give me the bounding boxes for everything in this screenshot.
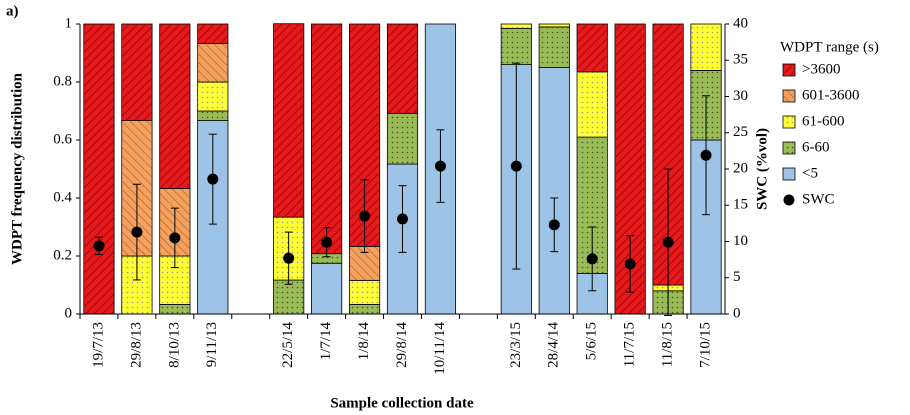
legend-label: 61-600 [802, 113, 845, 129]
legend-label: SWC [802, 191, 835, 207]
swc-point [131, 226, 143, 238]
x-tick-label: 1/8/14 [356, 322, 372, 361]
swc-point [169, 232, 181, 244]
bar-segment [538, 23, 570, 28]
bar-segment [197, 81, 229, 112]
swc-point [586, 253, 598, 265]
y2-tick-label: 5 [733, 269, 741, 285]
x-tick-label: 28/4/14 [546, 322, 562, 368]
swc-point [283, 252, 295, 264]
bar-segment [121, 23, 153, 121]
x-tick-label: 8/10/13 [166, 322, 182, 368]
x-tick-label: 11/8/15 [660, 322, 676, 367]
y-tick-label: 0.8 [53, 73, 72, 89]
y-tick-label: 0.4 [53, 189, 72, 205]
bar-segment [311, 23, 343, 255]
swc-point [93, 240, 105, 252]
swc-point [624, 258, 636, 270]
x-tick-label: 29/8/13 [128, 322, 144, 368]
bar-segment [538, 26, 570, 68]
y2-tick-label: 20 [733, 160, 748, 176]
swc-point [662, 236, 674, 248]
x-tick-label: 19/7/13 [90, 322, 106, 368]
swc-point [321, 236, 333, 248]
x-tick-label: 9/11/13 [204, 322, 220, 367]
legend-marker [783, 194, 795, 206]
legend-label: 6-60 [802, 139, 830, 155]
legend-swatch [782, 167, 796, 181]
bar-segment [576, 23, 608, 73]
bar-segment [348, 279, 381, 305]
y2-axis-title: SWC (%vol) [754, 128, 770, 210]
y2-tick-label: 40 [733, 15, 748, 31]
bar-segment [159, 23, 191, 189]
bar-segment [311, 262, 343, 315]
bar-segment [500, 23, 532, 29]
y-tick-label: 0 [65, 305, 73, 321]
x-tick-label: 23/3/15 [508, 322, 524, 368]
swc-point [434, 160, 446, 172]
bar-segment [576, 71, 608, 138]
legend-texture [783, 90, 795, 102]
y2-tick-label: 25 [733, 124, 748, 140]
legend-texture [783, 142, 795, 154]
bar-segment [83, 23, 115, 315]
swc-point [548, 219, 560, 231]
x-tick-label: 22/5/14 [280, 322, 296, 368]
swc-point [397, 213, 408, 225]
x-tick-label: 11/7/15 [622, 322, 638, 367]
y-tick-label: 0.6 [53, 131, 72, 147]
bar-segment [159, 304, 191, 315]
swc-point [359, 210, 371, 222]
y2-tick-label: 0 [733, 305, 741, 321]
legend-label: 601-3600 [802, 87, 860, 103]
bar-segment [538, 67, 570, 315]
legend-label: <5 [802, 165, 818, 181]
bar-segment [386, 112, 419, 165]
swc-point [700, 149, 712, 161]
panel-label: a) [6, 3, 19, 19]
x-tick-label: 10/11/14 [432, 322, 448, 375]
y-tick-label: 1 [65, 15, 73, 31]
y2-tick-label: 10 [733, 233, 748, 249]
swc-point [510, 160, 522, 172]
swc-point [207, 173, 219, 185]
y2-tick-label: 30 [733, 88, 748, 104]
bar-segment [197, 43, 229, 83]
bar-segment [197, 110, 229, 121]
legend-label: >3600 [802, 61, 840, 77]
y2-tick-label: 35 [733, 52, 748, 68]
bar-segment [500, 27, 532, 66]
bar-segment [386, 23, 419, 114]
x-tick-label: 1/7/14 [318, 322, 334, 361]
legend-texture [783, 116, 795, 128]
y-tick-label: 0.2 [53, 247, 72, 263]
x-tick-label: 5/6/15 [584, 322, 600, 360]
bar-segment [197, 23, 229, 44]
y2-tick-label: 15 [733, 197, 748, 213]
x-tick-label: 7/10/15 [697, 322, 713, 368]
x-axis-title: Sample collection date [330, 395, 474, 411]
legend-title: WDPT range (s) [780, 39, 879, 55]
y-axis-title: WDPT frequency distribution [9, 72, 25, 265]
bar-segment [348, 304, 381, 315]
x-tick-label: 29/8/14 [394, 322, 410, 368]
bar-segment [273, 23, 305, 218]
legend-texture [783, 64, 795, 76]
bar-segment [273, 279, 305, 315]
bar-segment [690, 23, 722, 71]
